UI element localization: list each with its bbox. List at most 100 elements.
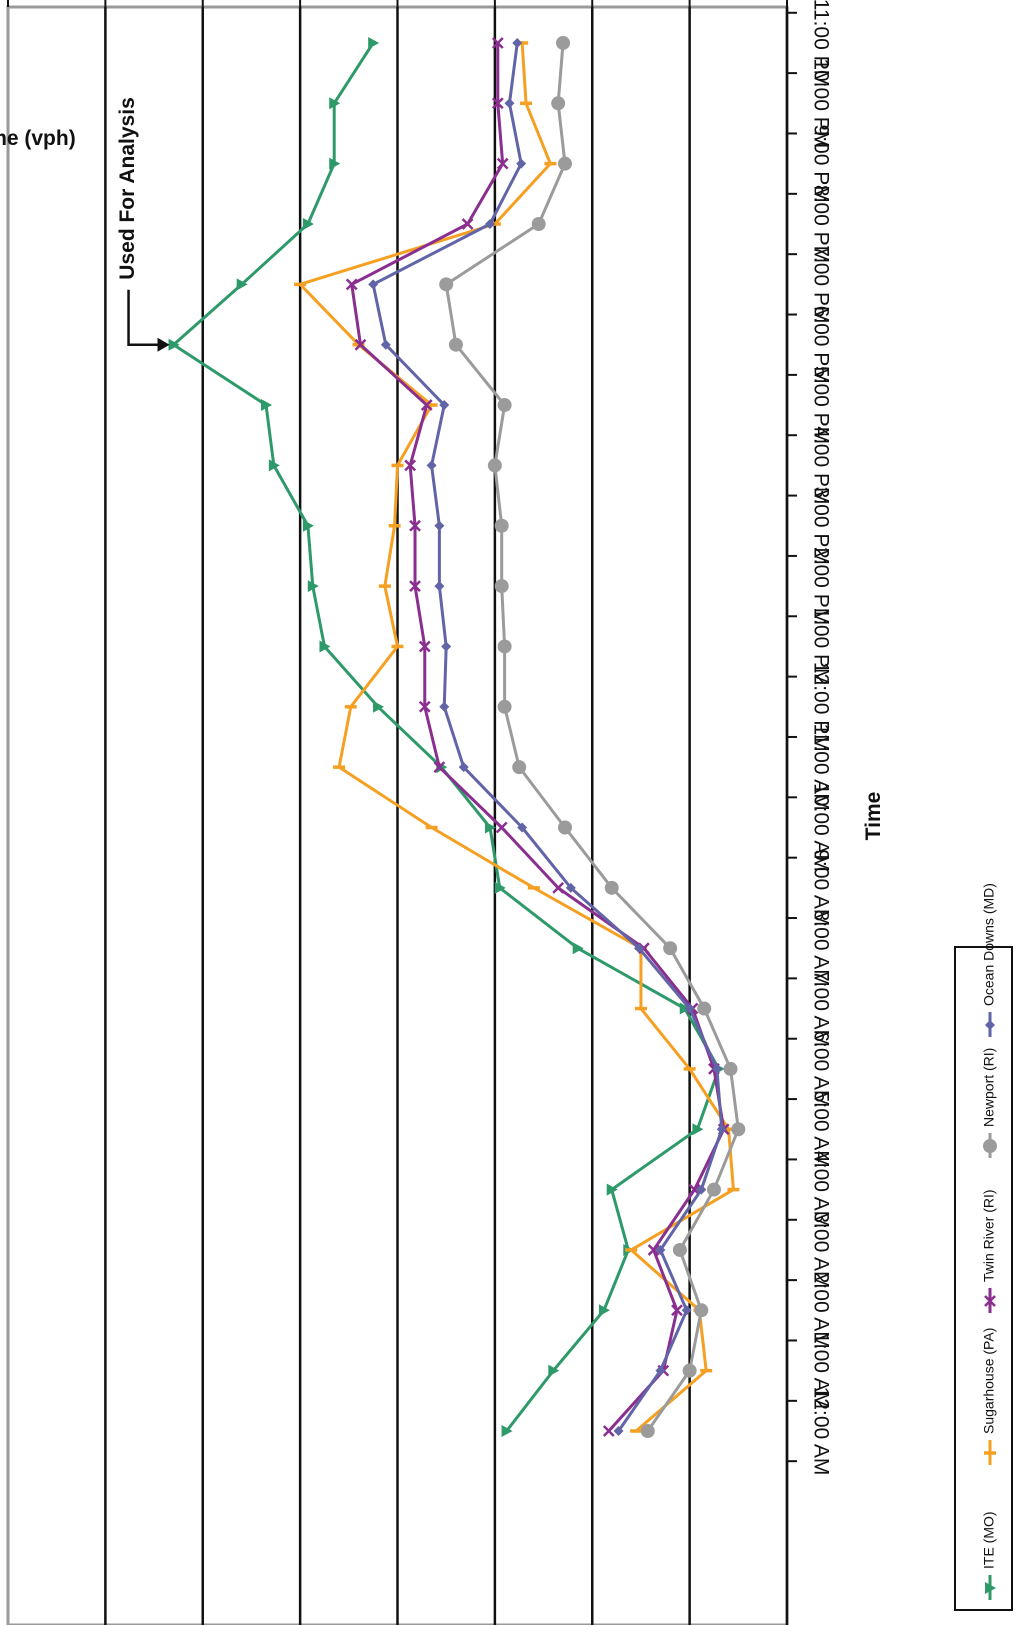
data-point [491, 97, 504, 110]
data-point [663, 941, 678, 956]
data-point [433, 761, 446, 774]
legend-label: ITE (MO) [981, 1511, 997, 1569]
x-tick-label: 12:00 AM [809, 1387, 832, 1476]
x-tick-label: 3:00 AM [809, 1211, 832, 1288]
data-point [647, 1244, 660, 1256]
x-tick-label: 9:00 PM [809, 125, 832, 203]
data-point [504, 98, 515, 109]
data-point [557, 156, 572, 171]
data-point [261, 399, 273, 412]
data-point [716, 1124, 727, 1135]
data-point [494, 881, 506, 894]
data-point [697, 1001, 712, 1016]
data-point [548, 1364, 560, 1377]
legend-box [954, 946, 1013, 1611]
data-point [494, 518, 509, 533]
x-tick-label: 2:00 PM [809, 547, 832, 625]
data-point [302, 218, 314, 230]
x-tick-label: 7:00 AM [809, 970, 832, 1047]
gridlines [104, 7, 691, 1625]
data-point [418, 700, 431, 713]
data-point [434, 581, 445, 592]
x-axis-title: Time [862, 792, 885, 841]
data-point [441, 641, 452, 652]
data-point [354, 338, 367, 351]
data-point [613, 1426, 624, 1436]
series-ite-mo [168, 36, 725, 1437]
legend-marker [985, 1020, 995, 1030]
data-point [461, 218, 474, 230]
data-point [368, 36, 380, 49]
axes: 010020030040050060070080012:00 AM1:00 AM… [7, 0, 832, 1625]
data-point [497, 699, 512, 714]
data-point [329, 157, 341, 170]
data-point [380, 339, 391, 350]
data-point [723, 1061, 738, 1076]
x-tick-label: 10:00 AM [809, 783, 832, 872]
data-point [404, 459, 417, 472]
data-point [552, 881, 565, 894]
y-axis-title: Volume (vph) [0, 127, 76, 150]
data-point [517, 822, 528, 833]
data-point [495, 821, 508, 834]
annotation-label: Used For Analysis [116, 97, 139, 279]
annotation-arrowhead [157, 337, 170, 352]
series-ocean-downs-md [368, 37, 727, 1436]
x-tick-label: 10:00 PM [809, 58, 832, 148]
x-tick-label: 9:00 AM [809, 849, 832, 926]
data-point [556, 35, 571, 50]
data-point [426, 460, 437, 471]
data-point [706, 1182, 721, 1197]
data-point [368, 279, 379, 290]
x-tick-label: 3:00 PM [809, 487, 832, 565]
data-point [418, 640, 431, 653]
data-point [531, 217, 546, 231]
x-tick-label: 4:00 PM [809, 426, 832, 504]
data-point [684, 1003, 695, 1014]
data-point [409, 580, 421, 592]
x-tick-label: 8:00 AM [809, 910, 832, 987]
x-tick-label: 5:00 PM [809, 366, 832, 444]
data-point [516, 158, 527, 169]
data-point [329, 97, 341, 110]
data-point [496, 157, 509, 170]
legend-label: Newport (RI) [981, 1048, 997, 1127]
data-point [319, 640, 331, 653]
data-point [694, 1303, 709, 1318]
annotation-arrow [127, 289, 164, 346]
x-tick-label: 12:00 PM [809, 662, 832, 752]
series-line [371, 42, 724, 1432]
x-tick-label: 8:00 PM [809, 185, 832, 263]
data-point [572, 942, 584, 955]
data-point [439, 400, 450, 411]
x-tick-label: 5:00 AM [809, 1091, 832, 1168]
x-tick-label: 11:00 PM [809, 0, 832, 87]
data-point [373, 700, 385, 713]
series-group [168, 35, 746, 1438]
x-tick-label: 6:00 PM [809, 306, 832, 384]
legend-marker [983, 1139, 997, 1153]
data-point [497, 639, 512, 654]
data-point [711, 1063, 722, 1074]
series-sugarhouse-pa [294, 41, 740, 1433]
data-point [672, 1242, 687, 1257]
data-point [692, 1123, 704, 1136]
data-point [236, 278, 248, 291]
x-tick-label: 1:00 AM [809, 1332, 832, 1409]
data-point [307, 580, 319, 593]
data-point [491, 37, 504, 49]
data-point [557, 820, 572, 835]
data-point [487, 458, 502, 473]
data-point [302, 519, 314, 532]
series-line [172, 42, 721, 1432]
series-line [444, 42, 740, 1432]
legend-label: Ocean Downs (MD) [981, 883, 997, 1006]
data-point [420, 399, 433, 411]
data-point [606, 1183, 618, 1196]
x-tick-label: 4:00 AM [809, 1151, 832, 1228]
data-point [501, 1425, 513, 1437]
data-point [448, 337, 463, 352]
series-twin-river-ri [345, 37, 730, 1437]
data-point [731, 1122, 746, 1137]
